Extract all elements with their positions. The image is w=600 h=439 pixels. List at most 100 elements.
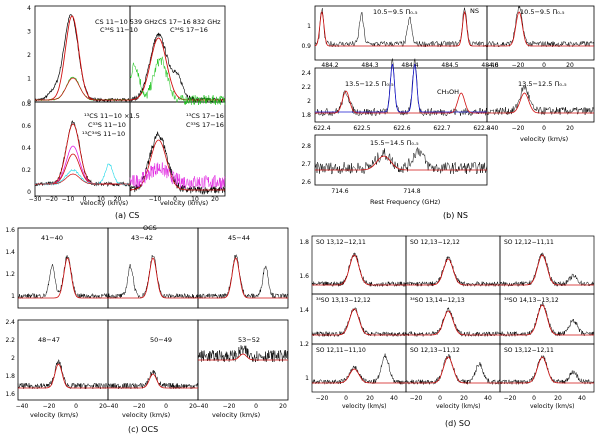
so-fit (406, 356, 500, 384)
ns-veltick-r2: 0 (542, 125, 546, 132)
so-fit (500, 356, 594, 384)
cs-xtick-left: 20 (114, 196, 122, 203)
ns-frame-r2r (486, 67, 595, 123)
so-xtick: −20 (504, 395, 517, 402)
ocs-label-3: 45−44 (228, 234, 250, 242)
ns-r2l-label: 13.5−12.5 Π₀.₅ (345, 80, 394, 88)
13cs1716-fit (130, 139, 225, 191)
caption-cs: (a) CS (115, 211, 139, 220)
13cs1716-spectrum (129, 131, 226, 195)
ocs-xlabel-3: velocity (km/s) (212, 411, 260, 419)
ns-veltick-r2: 20 (566, 125, 574, 132)
cs-ytick-bottom: 0.4 (21, 145, 31, 152)
so-fit (312, 308, 406, 336)
ns-r1r-fit (487, 11, 594, 47)
so-spectrum (499, 354, 595, 385)
ns-frame-r3 (314, 134, 488, 186)
ch3oh-label: CH₃OH (437, 88, 459, 96)
cs-frame-br (129, 101, 226, 197)
ns-r2l-fit (315, 90, 487, 114)
so-xtick: 20 (460, 395, 468, 402)
ocs-fit-bottom (108, 373, 198, 389)
ns-ytick-r2: 2 (307, 98, 311, 105)
ns-r1r-label: 10.5−9.5 Π₀.₅ (520, 8, 565, 16)
cs-xtick-right: −10 (149, 196, 162, 203)
c34s1110-fit (35, 77, 130, 101)
ns-r2r-fit (487, 92, 594, 114)
so-xtick: 0 (532, 395, 536, 402)
so-spectrum (405, 255, 501, 288)
so-spectrum (311, 306, 407, 338)
so-spectrum (405, 353, 501, 386)
ns-veltick-r2: −20 (512, 125, 525, 132)
cs1716-spectrum (129, 32, 226, 104)
ns-freqtick-r2: 622.7 (433, 125, 450, 132)
ocs-ytick-top: 1 (11, 293, 15, 300)
ocs-xtick: −20 (133, 403, 146, 410)
ns-freqtick-r1: 484.4 (401, 62, 418, 69)
ns-r3-fit (315, 155, 487, 171)
so-panel-label: ³⁴SO 13,13−12,12 (316, 297, 371, 304)
ns-ytick-r2: 2.2 (301, 84, 311, 91)
ocs-xlabel-1: velocity (km/s) (30, 411, 78, 419)
ns-ytick-r1: 1 (307, 23, 311, 30)
so-xtick: 40 (578, 395, 586, 402)
so-ytick: 1.6 (299, 273, 309, 280)
cs-xtick-left: −30 (29, 196, 42, 203)
c34s-1716-label: C³⁴S 17−16 (170, 26, 208, 34)
ocs-fit-bottom (18, 363, 108, 389)
so-xlabel: velocity (km/s) (342, 403, 387, 410)
so-ytick: 1.4 (299, 307, 309, 314)
13cs-label: ¹³CS 11−10 ×1.5 (84, 112, 140, 120)
so-panel-label: SO 13,12−12,11 (504, 347, 554, 354)
ns-ytick-r3: 2.6 (301, 179, 311, 186)
cs-xtick-left: −10 (62, 196, 75, 203)
ocs-xtick: 0 (254, 403, 258, 410)
so-xtick: 40 (390, 395, 398, 402)
ch3oh-fit (315, 63, 487, 113)
ns-ytick-r1: 0.9 (301, 43, 311, 50)
ns-freqtick-r1: 484.5 (441, 62, 458, 69)
c33s-label: C³³S 11−10 (88, 121, 126, 129)
so-xtick: 0 (344, 395, 348, 402)
ocs-xtick: 20 (189, 403, 197, 410)
so-panel-label: SO 12,11−11,10 (316, 347, 366, 354)
so-xtick: 40 (484, 395, 492, 402)
so-panel-label: ³⁴SO 13,14−12,13 (410, 297, 465, 304)
ocs-title: OCS (143, 224, 157, 232)
cs-ytick-bottom: 0.6 (21, 123, 31, 130)
ocs-xlabel-2: velocity (km/s) (122, 411, 170, 419)
so-xtick: 0 (438, 395, 442, 402)
ns-vel-label: velocity (km/s) (520, 135, 568, 143)
ocs-ytick-top: 1.2 (5, 271, 15, 278)
ocs-ytick-bottom: 2.2 (5, 337, 15, 344)
ocs-fit-top (198, 257, 288, 299)
ns-r3-label: 15.5−14.5 Π₀.₅ (370, 139, 419, 147)
ocs-xtick: −40 (16, 403, 29, 410)
so-spectrum (311, 252, 407, 288)
so-xtick: −20 (316, 395, 329, 402)
so-xtick: 20 (366, 395, 374, 402)
ocs-xtick: 20 (279, 403, 287, 410)
cs-ytick-bottom: 0 (27, 189, 31, 196)
ns-ytick-r2: 2.4 (301, 70, 311, 77)
ns-freqtick-r3: 714.6 (331, 188, 348, 195)
ns-r2r-label: 13.5−12.5 Π₀.₅ (518, 80, 567, 88)
so-fit (406, 310, 500, 336)
ns-freqtick-r2: 622.8 (473, 125, 490, 132)
ns-freqtick-r2: 622.4 (313, 125, 330, 132)
ns-ytick-r2: 1.8 (301, 112, 311, 119)
c34s1110-spectrum (34, 76, 131, 101)
ns-ytick-r3: 2.7 (301, 161, 311, 168)
so-xlabel: velocity (km/s) (530, 403, 575, 410)
ocs-ytick-bottom: 1.6 (5, 391, 15, 398)
caption-ocs: (c) OCS (128, 425, 158, 434)
cs-ytick-top: 4 (27, 5, 31, 12)
cs-xlabel-right: velocity (km/s) (160, 199, 208, 207)
cs-label-main: CS 11−10 539 GHz (95, 18, 158, 26)
ns-freqtick-r2: 622.5 (353, 125, 370, 132)
so-ytick: 1.8 (299, 239, 309, 246)
so-spectrum (405, 307, 501, 338)
ocs-label-2: 43−42 (131, 234, 153, 242)
